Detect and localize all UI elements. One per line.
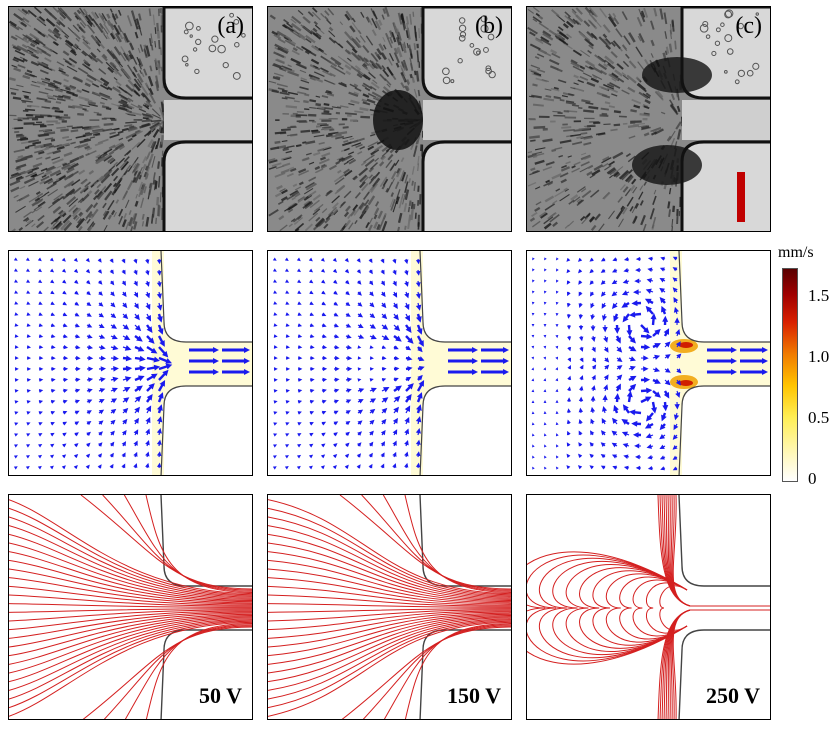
streamlines-b bbox=[268, 495, 511, 719]
colorbar bbox=[782, 268, 798, 482]
colorbar-tick-1-5: 1.5 bbox=[808, 286, 830, 305]
streamline-panel-150v: 150 V bbox=[267, 494, 512, 720]
velocity-field-panel-150v bbox=[267, 250, 512, 476]
particle-texture bbox=[9, 7, 166, 231]
velocity-field-c bbox=[531, 251, 770, 475]
voltage-label-150v: 150 V bbox=[447, 683, 501, 708]
photo-texture-c bbox=[527, 7, 770, 231]
photo-panel-b: (b) bbox=[267, 6, 512, 232]
velocity-field-panel-50v bbox=[8, 250, 253, 476]
photo-texture-b bbox=[268, 7, 511, 231]
velocity-arrows bbox=[531, 256, 768, 471]
particle-texture bbox=[268, 7, 429, 231]
colorbar-tick-0-5: 0.5 bbox=[808, 408, 830, 427]
colorbar-unit: mm/s bbox=[778, 244, 814, 261]
photo-texture-a bbox=[9, 7, 252, 231]
streamlines bbox=[9, 495, 252, 719]
voltage-label-250v: 250 V bbox=[706, 683, 760, 708]
photo-panel-a: (a) bbox=[8, 6, 253, 232]
streamline-panel-250v: 250 V bbox=[526, 494, 771, 720]
velocity-field-a bbox=[13, 251, 252, 475]
velocity-arrows bbox=[272, 257, 509, 470]
voltage-label-50v: 50 V bbox=[199, 683, 242, 708]
velocity-arrows bbox=[13, 257, 250, 470]
streamlines-c bbox=[527, 495, 770, 719]
panel-label-a: (a) bbox=[217, 13, 244, 39]
streamline-panel-50v: 50 V bbox=[8, 494, 253, 720]
colorbar-tick-1-0: 1.0 bbox=[808, 347, 830, 366]
panel-label-c: (c) bbox=[735, 13, 762, 39]
streamlines bbox=[268, 495, 511, 719]
photo-panel-c: (c) bbox=[526, 6, 771, 232]
panel-label-b: (b) bbox=[475, 13, 503, 39]
streamlines-a bbox=[9, 495, 252, 719]
velocity-field-b bbox=[272, 251, 511, 475]
colorbar-tick-0: 0 bbox=[808, 469, 817, 488]
scale-bar bbox=[737, 172, 745, 222]
velocity-field-panel-250v bbox=[526, 250, 771, 476]
particle-texture bbox=[527, 7, 683, 231]
